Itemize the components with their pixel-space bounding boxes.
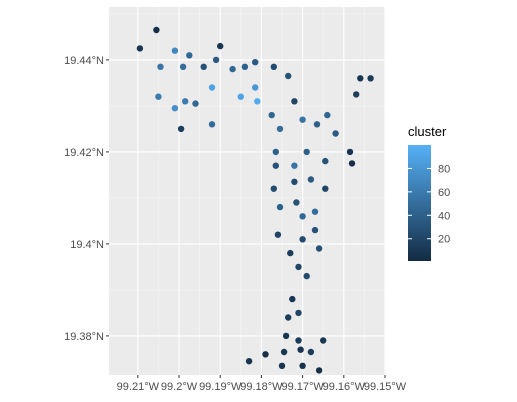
legend-colorbar <box>408 145 431 261</box>
data-point <box>208 84 216 91</box>
data-point <box>171 105 179 112</box>
minor-gridlines <box>109 7 385 375</box>
data-point <box>217 42 224 50</box>
data-point <box>348 160 356 167</box>
y-tick-label: 19.42°N <box>64 147 104 159</box>
data-point <box>212 56 220 64</box>
data-point <box>280 348 288 356</box>
data-point <box>285 72 292 80</box>
data-point <box>353 91 360 98</box>
data-point <box>299 362 306 369</box>
data-point <box>299 116 306 123</box>
data-point <box>299 213 306 220</box>
data-point <box>293 199 300 206</box>
data-point <box>155 93 162 100</box>
data-point <box>262 351 269 358</box>
x-tick-label: 99.2°W <box>161 381 198 393</box>
major-gridlines <box>109 7 386 375</box>
data-point <box>153 26 160 34</box>
legend-label: 20 <box>438 234 450 246</box>
data-point <box>229 65 236 73</box>
data-point <box>245 358 253 365</box>
data-point <box>307 348 315 356</box>
y-tick-label: 19.44°N <box>64 55 104 67</box>
data-point <box>186 52 193 59</box>
legend-label: 60 <box>438 187 450 199</box>
data-point <box>208 121 216 128</box>
y-axis: 19.38°N 19.4°N 19.42°N 19.44°N <box>64 55 109 343</box>
x-tick-label: 99.15°W <box>364 381 407 393</box>
data-point <box>291 162 298 169</box>
data-point <box>322 185 329 192</box>
data-point <box>182 98 189 105</box>
legend-title: cluster <box>408 124 447 139</box>
x-tick-label: 99.16°W <box>323 381 366 393</box>
data-point <box>324 111 331 119</box>
x-tick-label: 99.19°W <box>199 381 242 393</box>
data-point <box>177 125 185 133</box>
data-point <box>171 47 179 54</box>
data-point <box>278 362 286 369</box>
data-point <box>307 176 315 183</box>
data-point <box>252 59 259 66</box>
data-point <box>320 337 327 344</box>
legend: cluster 80 60 40 20 <box>408 124 450 261</box>
data-point <box>297 346 304 353</box>
data-point <box>346 148 354 156</box>
data-point <box>289 295 296 303</box>
data-point <box>157 63 164 70</box>
legend-label: 80 <box>438 163 450 175</box>
data-point <box>276 125 284 133</box>
data-point <box>272 148 279 156</box>
data-point <box>299 236 306 243</box>
data-point <box>241 63 249 70</box>
data-point <box>303 272 310 280</box>
data-point <box>291 178 298 185</box>
data-point <box>315 367 323 374</box>
data-point <box>322 157 329 165</box>
data-point <box>252 84 259 91</box>
data-point <box>311 226 319 234</box>
data-point <box>315 245 323 252</box>
data-point <box>295 309 302 317</box>
data-point <box>291 98 298 105</box>
data-point <box>179 63 187 70</box>
y-tick-label: 19.38°N <box>64 331 104 343</box>
y-tick-label: 19.4°N <box>70 239 104 251</box>
data-point <box>357 75 364 82</box>
x-axis: 99.21°W 99.2°W 99.19°W99.18°W99.17°W99.16°… <box>117 375 407 393</box>
data-point <box>237 93 244 100</box>
data-point <box>313 121 321 128</box>
data-point <box>295 263 302 271</box>
x-tick-label: 99.21°W <box>117 381 160 393</box>
data-point <box>332 130 339 137</box>
x-tick-label: 99.18°W <box>240 381 283 393</box>
data-point <box>285 314 292 321</box>
data-point <box>276 203 284 211</box>
data-point <box>254 98 261 105</box>
data-point <box>274 231 282 238</box>
data-point <box>295 337 302 344</box>
data-point <box>303 148 310 156</box>
data-point <box>272 162 279 169</box>
data-point <box>282 332 290 340</box>
data-point <box>268 111 275 119</box>
data-point <box>192 100 199 107</box>
legend-label: 40 <box>438 210 450 222</box>
data-point <box>270 185 277 192</box>
data-points <box>136 26 374 374</box>
data-point <box>136 45 144 52</box>
x-tick-label: 99.17°W <box>281 381 324 393</box>
data-point <box>270 63 277 70</box>
data-point <box>367 75 374 82</box>
data-point <box>311 208 319 215</box>
data-point <box>287 249 294 257</box>
data-point <box>200 63 207 70</box>
